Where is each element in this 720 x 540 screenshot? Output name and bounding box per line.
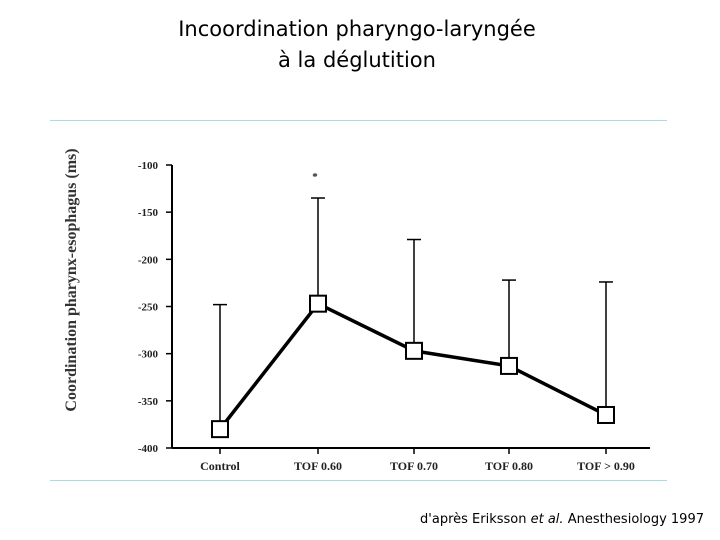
series-line (218, 301, 607, 431)
citation-italic: et al. (530, 512, 564, 527)
y-axis-ticks: -100 -150 -200 -250 -300 -350 -400 (138, 160, 172, 455)
y-tick-label: -150 (138, 207, 159, 219)
y-tick-label: -250 (138, 302, 159, 314)
x-axis-labels: Control TOF 0.60 TOF 0.70 TOF 0.80 TOF > 0.9… (200, 448, 635, 473)
slide-title-line1: Incoordination pharyngo-laryngée (178, 17, 536, 41)
data-markers (211, 294, 615, 439)
y-tick-label: -350 (138, 396, 159, 408)
data-point-marker (500, 356, 518, 375)
citation: d'après Eriksson et al. Anesthesiology 1… (420, 512, 704, 527)
y-tick-label: -100 (138, 160, 159, 172)
slide-title-line2: à la déglutition (278, 48, 436, 72)
chart-axes (171, 165, 650, 449)
data-point-marker (211, 420, 229, 439)
y-tick-label: -200 (138, 254, 159, 266)
top-rule (50, 120, 667, 121)
data-point-marker (309, 294, 327, 313)
x-tick-label: TOF 0.80 (485, 459, 533, 473)
slide-title: Incoordination pharyngo-laryngée à la dé… (0, 14, 714, 76)
significance-asterisk: * (312, 171, 318, 183)
citation-prefix: d'après Eriksson (420, 512, 531, 527)
citation-suffix: Anesthesiology 1997 (563, 512, 704, 527)
x-tick-label: TOF > 0.90 (577, 459, 635, 473)
x-tick-label: TOF 0.60 (294, 459, 342, 473)
y-tick-label: -300 (138, 349, 159, 361)
data-point-marker (405, 341, 423, 360)
y-tick-label: -400 (138, 443, 159, 455)
data-point-marker (597, 405, 615, 424)
x-tick-label: Control (200, 459, 240, 473)
bottom-rule (50, 480, 667, 481)
series-polyline (218, 301, 607, 431)
y-axis-label: Coordination pharynx-esophagus (ms) (63, 148, 80, 411)
annotations: * (312, 171, 318, 183)
x-tick-label: TOF 0.70 (390, 459, 438, 473)
error-bars (213, 197, 613, 430)
